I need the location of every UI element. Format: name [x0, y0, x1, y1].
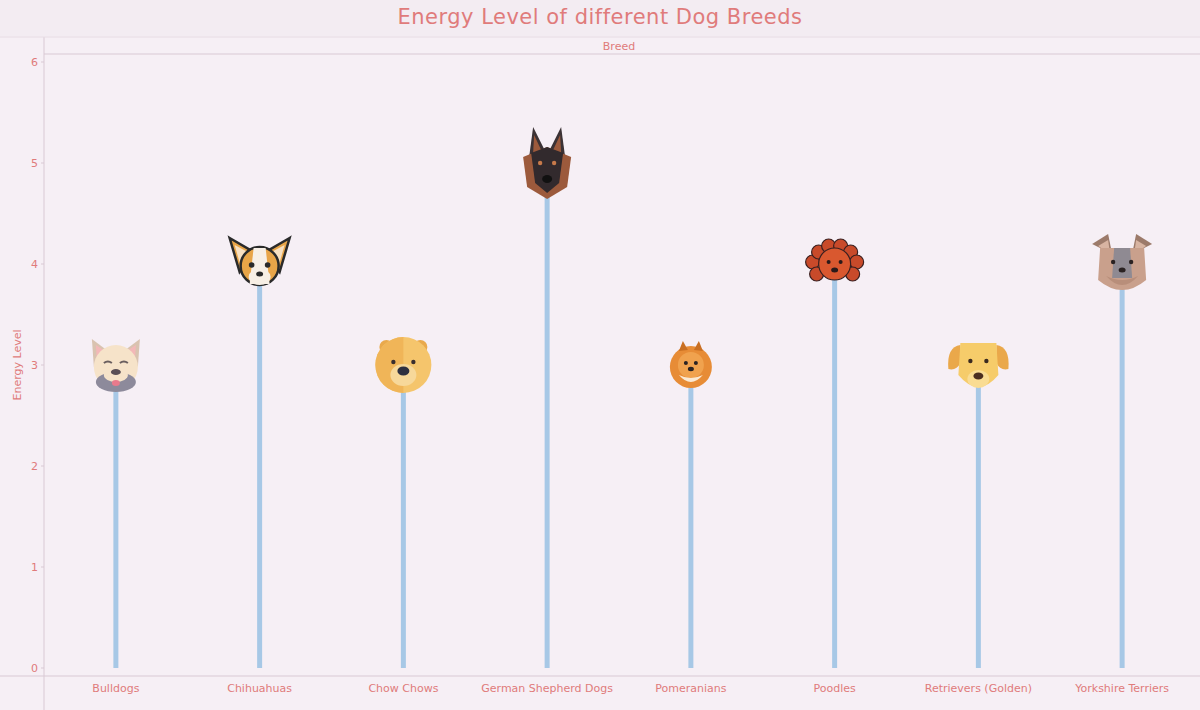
dog-icon [948, 343, 1009, 388]
lollipop-stick [832, 264, 837, 668]
icon-part [552, 161, 556, 165]
x-axis-line [0, 676, 1200, 677]
icon-part [249, 262, 255, 268]
dog-icon [92, 339, 140, 392]
icon-part [411, 360, 415, 364]
y-tick-label: 0 [31, 662, 38, 675]
icon-part [1112, 248, 1132, 278]
icon-part [839, 260, 843, 264]
y-axis-label: Energy Level [11, 329, 24, 400]
icon-part [827, 260, 831, 264]
icon-part [256, 272, 263, 277]
y-tick [41, 567, 44, 568]
y-tick [41, 163, 44, 164]
icon-part [265, 262, 271, 268]
icon-part [1129, 260, 1133, 264]
icon-part [241, 247, 279, 285]
icon-part [819, 248, 851, 280]
icon-part [104, 362, 128, 364]
icon-part [250, 248, 270, 284]
y-tick [41, 466, 44, 467]
lollipop-stick [113, 365, 118, 668]
icon-part [1098, 248, 1146, 290]
icon-part [679, 375, 703, 382]
x-tick-label: Pomeranians [655, 682, 726, 695]
icon-part [831, 268, 838, 273]
x-tick-label: Chihuahuas [227, 682, 292, 695]
icon-part [958, 343, 998, 387]
x-tick-label: Poodles [814, 682, 857, 695]
y-tick-label: 5 [31, 157, 38, 170]
dog-icon [1092, 234, 1152, 290]
background [0, 0, 1200, 710]
y-tick-label: 3 [31, 359, 38, 372]
frame-top [0, 37, 1200, 38]
title-band [0, 0, 1200, 36]
icon-part [670, 346, 712, 388]
icon-part [542, 175, 552, 183]
icon-part [678, 352, 704, 378]
title: Energy Level of different Dog Breeds [397, 5, 802, 29]
header-line [44, 54, 1200, 55]
y-tick [41, 62, 44, 63]
dog-icon [523, 127, 571, 199]
icon-part [984, 359, 988, 363]
lollipop-stick [976, 365, 981, 668]
y-tick [41, 264, 44, 265]
icon-part [967, 370, 989, 388]
x-tick-label: Bulldogs [92, 682, 139, 695]
lollipop-stick [688, 365, 693, 668]
lollipop-stick [545, 163, 550, 668]
y-tick [41, 668, 44, 669]
y-tick-label: 6 [31, 56, 38, 69]
chart: Energy Level of different Dog Breeds Bree… [0, 0, 1200, 710]
y-tick-label: 2 [31, 460, 38, 473]
dog-icon [670, 341, 712, 388]
icon-part [112, 380, 120, 386]
icon-part [948, 345, 960, 369]
x-axis-label: Breed [603, 40, 635, 53]
icon-part [694, 341, 703, 351]
icon-part [1119, 268, 1126, 273]
icon-part [531, 147, 563, 193]
icon-part [538, 161, 542, 165]
dog-icon [230, 238, 290, 285]
dog-icon [375, 337, 431, 393]
lollipop-stick [401, 365, 406, 668]
icon-part [104, 368, 128, 382]
marks [92, 127, 1152, 668]
icon-part [391, 360, 395, 364]
dog-icon [806, 239, 864, 281]
icon-part [523, 147, 571, 199]
x-tick-label: German Shepherd Dogs [481, 682, 613, 695]
icon-part [973, 373, 983, 380]
icon-part [1111, 260, 1115, 264]
icon-part [968, 359, 972, 363]
x-tick-label: Retrievers (Golden) [925, 682, 1032, 695]
y-tick-label: 4 [31, 258, 38, 271]
lollipop-stick [257, 264, 262, 668]
icon-part [375, 337, 431, 393]
icon-part [679, 341, 688, 351]
icon-part [111, 369, 121, 375]
y-tick-label: 1 [31, 561, 38, 574]
x-tick-label: Chow Chows [368, 682, 438, 695]
y-tick [41, 365, 44, 366]
lollipop-stick [1120, 264, 1125, 668]
icon-part [249, 269, 271, 285]
icon-part [996, 345, 1008, 369]
icon-part [397, 367, 409, 376]
y-axis-line [44, 37, 45, 710]
icon-part [684, 361, 688, 365]
icon-part [390, 364, 416, 386]
icon-part [694, 361, 698, 365]
icon-part [1106, 276, 1138, 285]
x-tick-label: Yorkshire Terriers [1074, 682, 1169, 695]
icon-part [688, 367, 694, 371]
